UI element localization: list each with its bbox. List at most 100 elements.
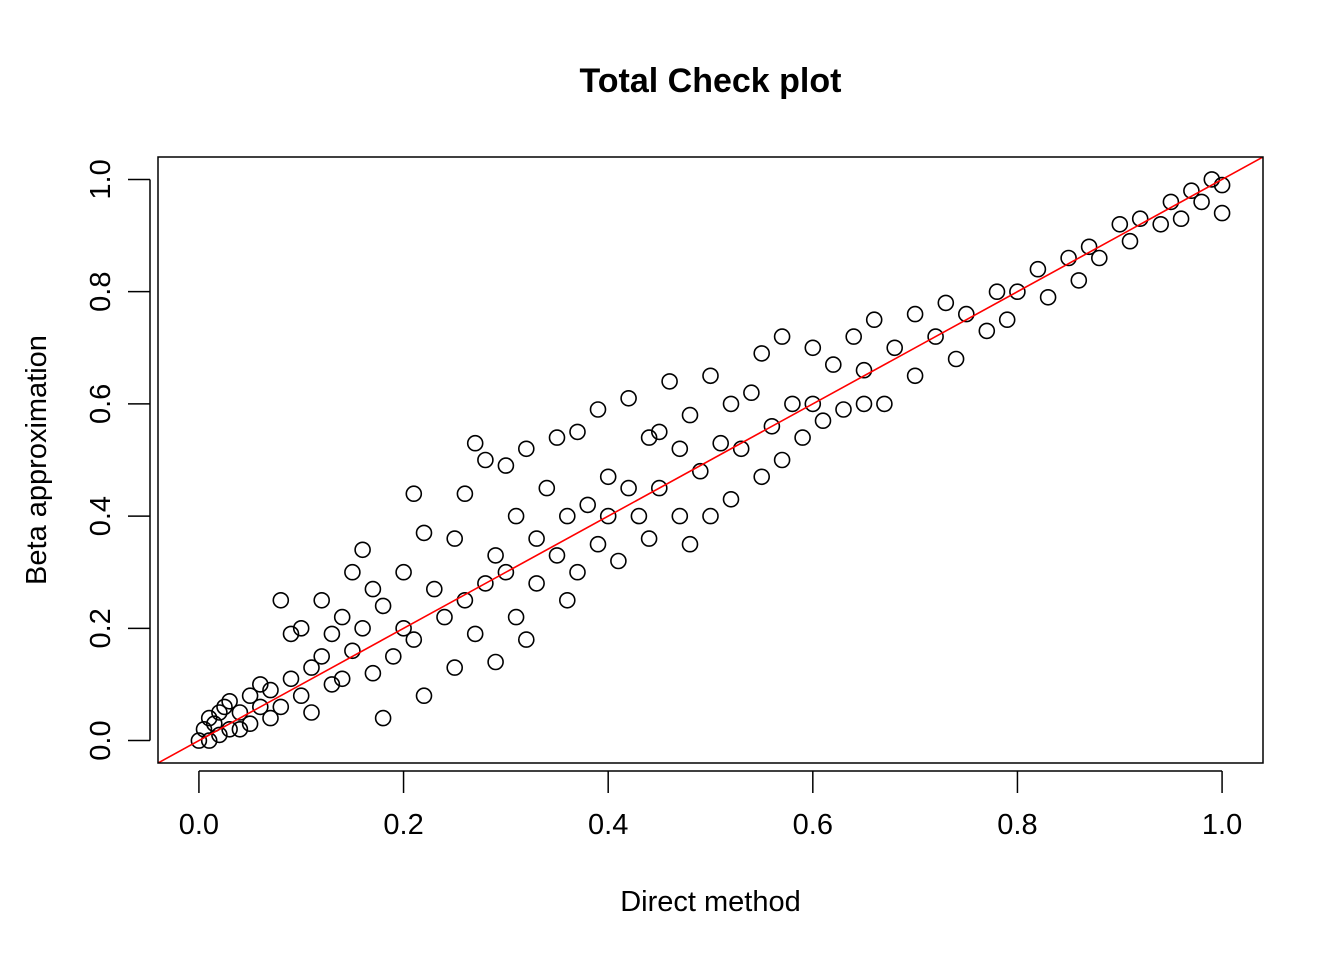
data-point: [630, 507, 648, 525]
data-point: [436, 608, 453, 626]
data-point: [395, 619, 412, 637]
data-point: [620, 479, 637, 497]
x-tick-label: 0.4: [588, 809, 628, 841]
data-point: [640, 530, 658, 547]
data-point: [814, 412, 832, 430]
reference-line: [158, 157, 1263, 763]
y-tick-label: 0.0: [85, 720, 117, 760]
data-point: [415, 524, 433, 542]
data-point: [569, 423, 586, 441]
data-point: [1121, 232, 1139, 250]
data-point: [231, 720, 249, 738]
data-point: [640, 429, 658, 446]
data-point: [323, 625, 341, 643]
data-point: [763, 417, 781, 435]
data-point: [743, 384, 760, 402]
data-point: [610, 552, 627, 570]
data-point: [558, 591, 576, 609]
data-point: [446, 659, 464, 676]
data-point: [998, 311, 1016, 329]
data-point: [589, 401, 607, 418]
data-point: [1070, 272, 1088, 289]
data-point: [200, 732, 218, 749]
data-point: [313, 591, 331, 609]
data-point: [344, 563, 361, 581]
points-layer: [190, 171, 1231, 749]
data-point: [855, 361, 873, 379]
data-point: [466, 625, 484, 643]
data-point: [323, 676, 341, 693]
data-point: [947, 350, 965, 368]
y-tick-label: 0.8: [85, 272, 117, 312]
y-tick-label: 0.2: [85, 608, 117, 648]
data-point: [374, 709, 392, 727]
data-point: [466, 434, 484, 452]
data-point: [344, 642, 361, 660]
data-point: [681, 406, 699, 424]
data-point: [517, 440, 535, 458]
data-point: [211, 704, 228, 721]
data-point: [1213, 204, 1231, 222]
data-point: [477, 575, 494, 592]
data-point: [1131, 210, 1149, 227]
data-point: [691, 462, 709, 480]
data-point: [507, 608, 525, 626]
data-point: [333, 670, 351, 688]
data-point: [702, 507, 719, 525]
data-point: [333, 608, 351, 626]
data-point: [835, 401, 852, 418]
data-point: [216, 698, 233, 716]
data-point: [221, 692, 238, 710]
data-point: [957, 305, 975, 323]
data-point: [262, 681, 279, 699]
data-point: [865, 311, 883, 329]
data-point: [231, 704, 249, 721]
data-point: [1091, 249, 1108, 267]
data-point: [855, 395, 873, 413]
data-point: [1203, 171, 1221, 188]
data-point: [1152, 216, 1169, 233]
data-point: [405, 631, 423, 648]
data-point: [589, 535, 607, 553]
x-axis: 0.0 0.2 0.4 0.6 0.8 1.0: [179, 770, 1242, 841]
data-point: [1213, 176, 1231, 194]
data-point: [753, 468, 771, 486]
data-point: [599, 507, 617, 525]
data-point: [804, 339, 822, 357]
data-point: [497, 563, 515, 581]
data-point: [671, 440, 689, 458]
data-point: [1193, 193, 1210, 211]
data-point: [978, 322, 996, 340]
data-point: [1039, 288, 1057, 306]
data-point: [292, 687, 310, 705]
data-point: [528, 530, 545, 547]
x-tick-label: 0.8: [997, 809, 1037, 841]
data-point: [650, 423, 668, 441]
data-point: [1080, 238, 1098, 256]
data-point: [211, 726, 228, 744]
data-point: [773, 451, 791, 469]
plot-frame: [157, 156, 1264, 764]
data-point: [732, 440, 750, 458]
data-point: [190, 732, 208, 749]
data-point: [303, 659, 320, 676]
data-point: [886, 339, 904, 357]
data-point: [650, 479, 668, 497]
data-point: [364, 580, 382, 598]
data-point: [200, 709, 218, 727]
x-tick-label: 1.0: [1202, 809, 1242, 841]
data-point: [773, 328, 791, 345]
data-point: [569, 563, 586, 581]
data-point: [487, 653, 504, 671]
data-point: [1060, 249, 1077, 267]
data-point: [292, 619, 310, 637]
data-point: [702, 367, 719, 385]
data-point: [1162, 193, 1180, 211]
data-point: [824, 356, 842, 373]
data-point: [517, 631, 535, 648]
data-point: [845, 328, 863, 345]
data-point: [262, 709, 279, 727]
data-point: [1009, 283, 1026, 301]
data-point: [906, 367, 924, 385]
